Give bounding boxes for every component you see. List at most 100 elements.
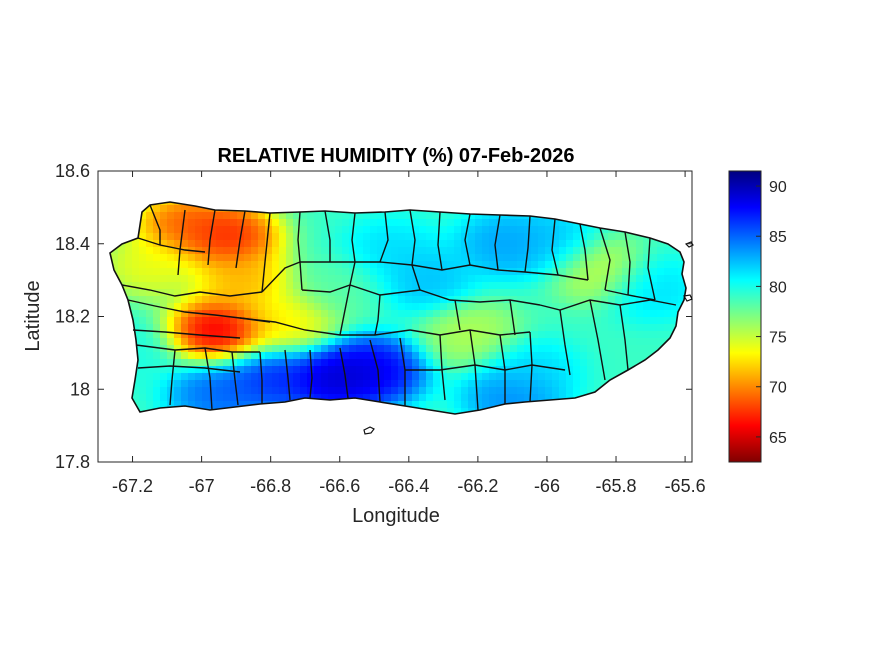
field-cell (167, 303, 175, 311)
field-cell (454, 373, 462, 381)
field-cell (587, 289, 595, 297)
field-cell (167, 275, 175, 283)
field-cell (405, 282, 413, 290)
field-cell (559, 240, 567, 248)
field-cell (216, 212, 224, 220)
field-cell (286, 352, 294, 360)
field-cell (510, 282, 518, 290)
field-cell (216, 247, 224, 255)
field-cell (489, 338, 497, 346)
field-cell (188, 226, 196, 234)
field-cell (139, 387, 147, 395)
field-cell (146, 317, 154, 325)
field-cell (293, 345, 301, 353)
field-cell (300, 289, 308, 297)
field-cell (482, 296, 490, 304)
field-cell (671, 254, 679, 262)
field-cell (594, 352, 602, 360)
field-cell (300, 240, 308, 248)
field-cell (356, 296, 364, 304)
field-cell (251, 359, 259, 367)
field-cell (272, 331, 280, 339)
field-cell (447, 317, 455, 325)
field-cell (153, 205, 161, 213)
field-cell (370, 233, 378, 241)
field-cell (209, 387, 217, 395)
field-cell (601, 275, 609, 283)
field-cell (370, 247, 378, 255)
field-cell (559, 310, 567, 318)
field-cell (671, 289, 679, 297)
field-cell (468, 212, 476, 220)
field-cell (202, 275, 210, 283)
field-cell (321, 380, 329, 388)
field-cell (328, 268, 336, 276)
field-cell (321, 219, 329, 227)
field-cell (209, 324, 217, 332)
field-cell (293, 289, 301, 297)
field-cell (622, 359, 630, 367)
field-cell (370, 317, 378, 325)
field-cell (433, 247, 441, 255)
field-cell (559, 296, 567, 304)
field-cell (454, 387, 462, 395)
field-cell (307, 240, 315, 248)
field-cell (174, 366, 182, 374)
field-cell (181, 324, 189, 332)
field-cell (580, 296, 588, 304)
field-cell (160, 254, 168, 262)
field-cell (510, 289, 518, 297)
field-cell (349, 352, 357, 360)
field-cell (475, 380, 483, 388)
field-cell (475, 324, 483, 332)
field-cell (209, 401, 217, 409)
field-cell (118, 275, 126, 283)
field-cell (195, 240, 203, 248)
field-cell (566, 240, 574, 248)
field-cell (587, 380, 595, 388)
field-cell (657, 310, 665, 318)
field-cell (517, 261, 525, 269)
field-cell (468, 275, 476, 283)
field-cell (342, 226, 350, 234)
municipality-boundary (579, 223, 589, 281)
field-cell (314, 289, 322, 297)
field-cell (167, 310, 175, 318)
field-cell (363, 212, 371, 220)
field-cell (223, 268, 231, 276)
field-cell (573, 373, 581, 381)
field-cell (139, 268, 147, 276)
field-cell (468, 380, 476, 388)
field-cell (314, 303, 322, 311)
field-cell (643, 282, 651, 290)
field-cell (349, 359, 357, 367)
field-cell (202, 324, 210, 332)
field-cell (377, 366, 385, 374)
field-cell (279, 212, 287, 220)
field-cell (426, 387, 434, 395)
field-cell (433, 261, 441, 269)
field-cell (398, 324, 406, 332)
field-cell (335, 268, 343, 276)
field-cell (552, 233, 560, 241)
field-cell (174, 373, 182, 381)
field-cell (664, 261, 672, 269)
field-cell (167, 359, 175, 367)
field-cell (538, 296, 546, 304)
field-cell (475, 373, 483, 381)
field-cell (335, 289, 343, 297)
field-cell (559, 219, 567, 227)
field-cell (531, 247, 539, 255)
field-cell (146, 254, 154, 262)
field-cell (636, 317, 644, 325)
field-cell (545, 219, 553, 227)
field-cell (272, 310, 280, 318)
field-cell (314, 373, 322, 381)
field-cell (167, 331, 175, 339)
field-cell (384, 380, 392, 388)
field-cell (447, 324, 455, 332)
field-cell (412, 233, 420, 241)
field-cell (202, 303, 210, 311)
municipality-boundary (231, 351, 239, 406)
x-axis-ticks: -67.2 -67 -66.8 -66.6 -66.4 -66.2 -66 -65.8 -65.… (112, 171, 706, 496)
